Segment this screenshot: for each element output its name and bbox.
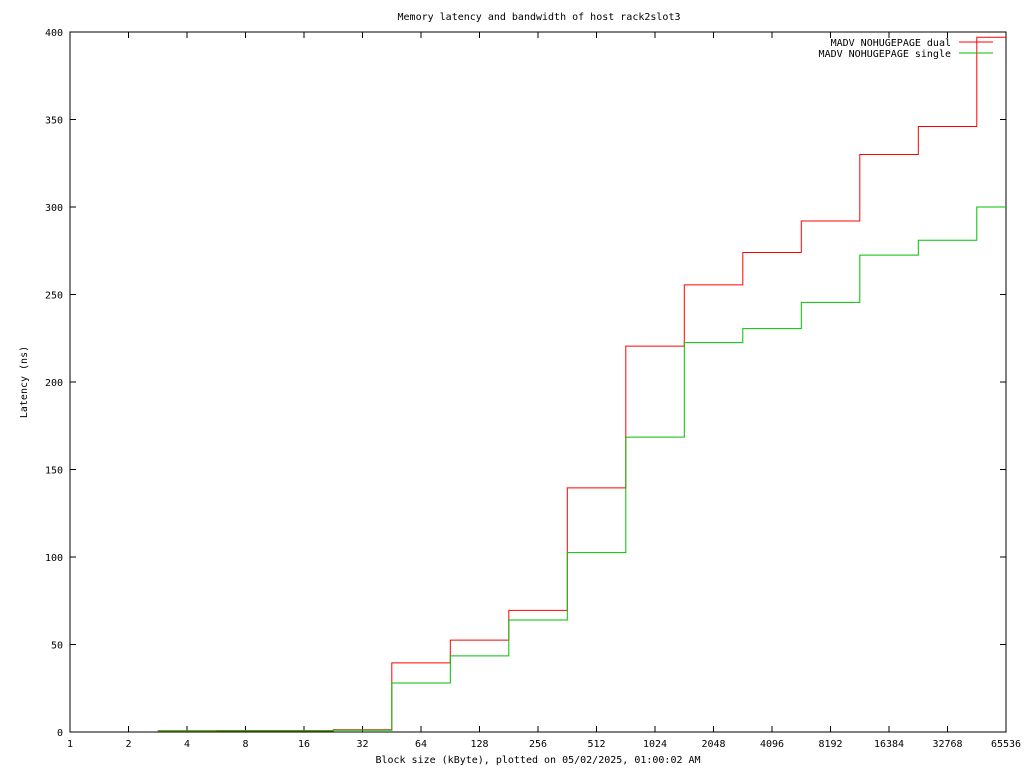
x-tick-label: 2048 <box>701 739 725 750</box>
y-tick-label: 50 <box>51 641 63 652</box>
data-point <box>479 640 480 641</box>
x-tick-label: 1024 <box>643 739 667 750</box>
y-tick-label: 100 <box>45 553 63 564</box>
x-tick-label: 65536 <box>991 739 1021 750</box>
data-point <box>245 730 246 731</box>
x-tick-label: 512 <box>587 739 605 750</box>
data-point <box>420 682 421 683</box>
y-tick-label: 400 <box>45 28 63 39</box>
data-point <box>888 255 889 256</box>
x-tick-label: 8 <box>242 739 248 750</box>
x-tick-label: 32 <box>356 739 368 750</box>
x-tick-label: 32768 <box>932 739 962 750</box>
data-point <box>713 342 714 343</box>
data-point <box>771 328 772 329</box>
data-point <box>713 284 714 285</box>
chart-title: Memory latency and bandwidth of host rac… <box>398 12 681 23</box>
data-point <box>654 346 655 347</box>
legend-label-dual: MADV NOHUGEPAGE dual <box>831 38 951 49</box>
x-tick-label: 256 <box>529 739 547 750</box>
data-point <box>830 302 831 303</box>
data-point <box>654 437 655 438</box>
y-axis: 0 50 100 150 200 250 300 350 400 <box>45 28 1006 739</box>
data-point <box>830 220 831 221</box>
data-point <box>596 552 597 553</box>
x-tick-label: 2 <box>125 739 131 750</box>
y-axis-label: Latency (ns) <box>19 346 30 418</box>
y-tick-label: 350 <box>45 116 63 127</box>
y-tick-label: 250 <box>45 291 63 302</box>
x-tick-label: 64 <box>415 739 427 750</box>
x-tick-label: 4 <box>184 739 190 750</box>
y-tick-label: 200 <box>45 378 63 389</box>
data-point <box>537 610 538 611</box>
data-point <box>303 730 304 731</box>
y-tick-label: 150 <box>45 466 63 477</box>
series-line-0 <box>157 36 1006 732</box>
data-point <box>947 126 948 127</box>
y-tick-label: 0 <box>57 728 63 739</box>
x-tick-label: 4096 <box>760 739 784 750</box>
x-tick-label: 16384 <box>874 739 904 750</box>
plot-area-border <box>69 31 1007 733</box>
x-tick-label: 16 <box>298 739 310 750</box>
data-point <box>537 619 538 620</box>
data-point <box>947 240 948 241</box>
x-tick-label: 128 <box>470 739 488 750</box>
x-axis-label: Block size (kByte), plotted on 05/02/202… <box>375 755 700 766</box>
series-lines <box>157 36 1006 732</box>
legend: MADV NOHUGEPAGE dual MADV NOHUGEPAGE sin… <box>819 38 993 60</box>
data-point <box>186 731 187 732</box>
x-axis: 1 2 4 8 16 32 64 128 256 512 1024 2048 4096 8192 16384… <box>67 32 1021 750</box>
legend-label-single: MADV NOHUGEPAGE single <box>819 49 951 60</box>
data-point <box>888 154 889 155</box>
series-line-1 <box>157 206 1006 732</box>
x-tick-label: 8192 <box>818 739 842 750</box>
data-point <box>362 730 363 731</box>
data-point <box>420 662 421 663</box>
x-tick-label: 1 <box>67 739 73 750</box>
data-point <box>596 487 597 488</box>
data-point <box>479 655 480 656</box>
y-tick-label: 300 <box>45 203 63 214</box>
data-point <box>1005 37 1006 38</box>
data-point <box>771 252 772 253</box>
data-point <box>1005 206 1006 207</box>
